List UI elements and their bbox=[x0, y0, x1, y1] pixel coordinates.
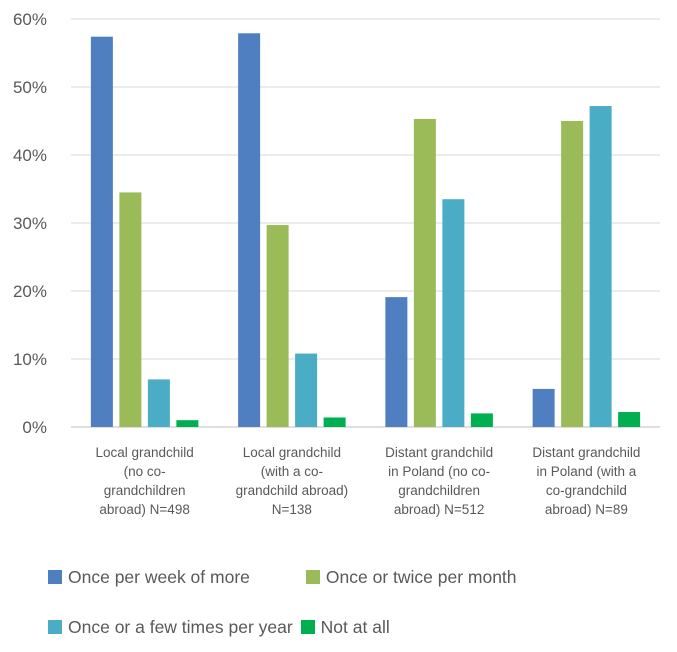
category-label-line: (with a co- bbox=[261, 464, 323, 479]
bar-4-1 bbox=[532, 388, 555, 427]
category-label-line: Distant grandchild bbox=[532, 445, 640, 460]
y-tick-label: 10% bbox=[13, 350, 47, 369]
legend-swatch bbox=[48, 570, 62, 584]
category-label-line: (no co- bbox=[124, 464, 166, 479]
legend-row-1: Once per week of more Once or twice per … bbox=[48, 552, 668, 602]
bar-1-3 bbox=[147, 379, 170, 427]
bar-2-3 bbox=[295, 353, 318, 427]
category-label: Distant grandchild in Poland (no co-grand… bbox=[385, 445, 493, 517]
bar-4-3 bbox=[589, 106, 612, 427]
legend-item-weekly: Once per week of more bbox=[48, 567, 250, 588]
bar-3-2 bbox=[413, 118, 436, 428]
bar-3-1 bbox=[385, 297, 408, 427]
bar-2-1 bbox=[238, 33, 261, 427]
legend-item-never: Not at all bbox=[300, 616, 390, 638]
y-tick-label: 40% bbox=[13, 146, 47, 165]
category-label-line: co-grandchild bbox=[546, 483, 627, 498]
legend-item-yearly: Once or a few times per year bbox=[48, 617, 293, 638]
bars bbox=[90, 33, 641, 428]
y-axis: 0% 10% 20% 30% 40% 50% 60% bbox=[13, 10, 47, 437]
legend-swatch bbox=[300, 620, 315, 634]
category-label: Distant grandchild in Poland (with a co-gr… bbox=[532, 445, 640, 517]
bar-1-4 bbox=[176, 420, 199, 427]
bar-3-4 bbox=[470, 413, 493, 427]
category-label-line: grandchildren bbox=[104, 483, 186, 498]
x-axis: Local grandchild (no co-grandchildren abro… bbox=[95, 445, 640, 517]
category-label-line: grandchildren bbox=[398, 483, 480, 498]
category-label-line: abroad) N=89 bbox=[545, 502, 628, 517]
bar-2-4 bbox=[323, 417, 346, 427]
gridlines bbox=[71, 18, 660, 428]
bar-2-2 bbox=[266, 225, 289, 427]
legend-label: Once or a few times per year bbox=[68, 616, 293, 637]
y-tick-label: 60% bbox=[13, 10, 47, 29]
legend-label: Once per week of more bbox=[68, 566, 250, 587]
category-label-line: N=138 bbox=[272, 502, 312, 517]
category-label-line: abroad) N=512 bbox=[394, 502, 484, 517]
category-label-line: Local grandchild bbox=[95, 445, 193, 460]
category-label-line: in Poland (with a bbox=[536, 464, 636, 479]
bar-4-4 bbox=[618, 412, 641, 427]
y-tick-label: 30% bbox=[13, 214, 47, 233]
category-label: Local grandchild (with a co-grandchild ab… bbox=[236, 445, 349, 517]
legend-label: Once or twice per month bbox=[325, 566, 517, 587]
y-tick-label: 20% bbox=[13, 282, 47, 301]
y-tick-label: 0% bbox=[22, 418, 47, 437]
legend-label: Not at all bbox=[320, 616, 390, 637]
legend: Once per week of more Once or twice per … bbox=[48, 552, 668, 652]
legend-row-2: Once or a few times per year Not at all bbox=[48, 602, 668, 652]
y-tick-label: 50% bbox=[13, 78, 47, 97]
category-label: Local grandchild (no co-grandchildren abro… bbox=[95, 445, 193, 517]
category-label-line: abroad) N=498 bbox=[99, 502, 189, 517]
legend-swatch bbox=[48, 620, 62, 634]
category-label-line: grandchild abroad) bbox=[236, 483, 349, 498]
bar-4-2 bbox=[561, 121, 584, 427]
bar-1-2 bbox=[119, 192, 142, 427]
bar-chart: 0% 10% 20% 30% 40% 50% 60% Local grandchild (no… bbox=[13, 10, 660, 517]
category-label-line: Local grandchild bbox=[243, 445, 341, 460]
category-label-line: Distant grandchild bbox=[385, 445, 493, 460]
bar-1-1 bbox=[90, 36, 113, 428]
bar-3-3 bbox=[442, 199, 465, 427]
legend-swatch bbox=[305, 570, 320, 584]
category-label-line: in Poland (no co- bbox=[388, 464, 490, 479]
legend-item-monthly: Once or twice per month bbox=[305, 566, 517, 588]
